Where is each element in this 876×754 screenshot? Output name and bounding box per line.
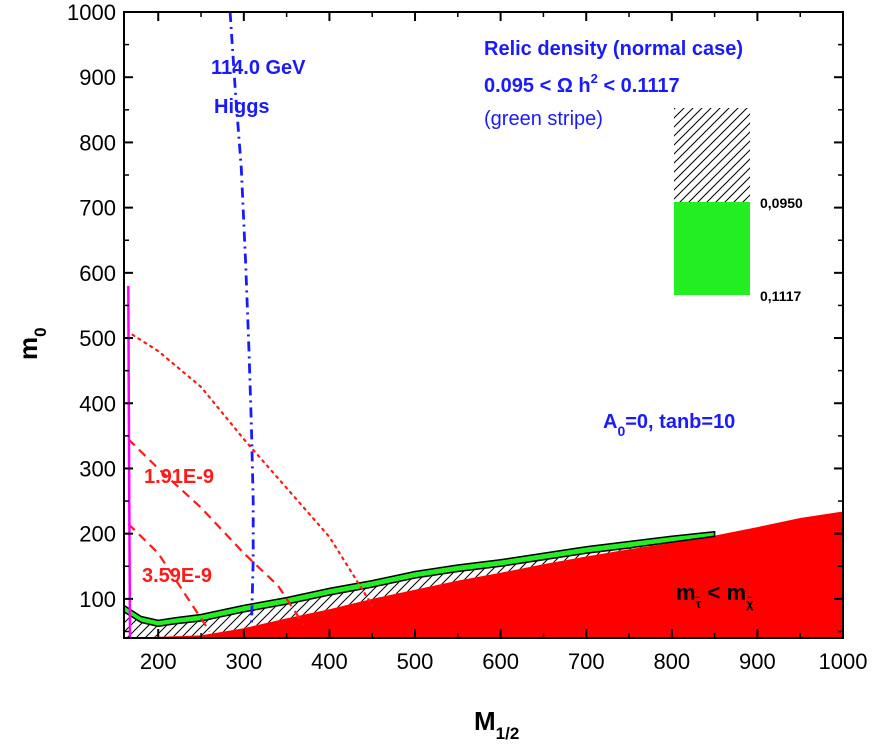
y-tick-label: 500 — [79, 326, 116, 351]
x-tick-label: 600 — [482, 649, 519, 674]
relic-density-band — [124, 530, 716, 628]
y-tick-label: 1000 — [67, 0, 116, 25]
x-tick-label: 1000 — [819, 649, 868, 674]
y-tick-label: 900 — [79, 65, 116, 90]
y-axis-title-sub: 0 — [31, 327, 50, 336]
x-axis-title: M1/2 — [474, 706, 519, 743]
y-tick-label: 200 — [79, 522, 116, 547]
contour-label-2: 3.59E-9 — [142, 565, 212, 587]
stau-lt: < m — [701, 580, 746, 605]
contour-label-1: 1.91E-9 — [144, 466, 214, 488]
y-axis-title-main: m — [13, 337, 43, 360]
plot-frame — [123, 11, 844, 639]
contour-dashed-1-91e-9 — [127, 438, 305, 626]
x-tick-label: 300 — [225, 649, 262, 674]
x-tick-label: 800 — [653, 649, 690, 674]
x-axis-title-sub: 1/2 — [496, 724, 520, 743]
relic-note: (green stripe) — [484, 108, 603, 130]
higgs-label-line1: 114.0 GeV — [211, 57, 306, 79]
y-tick-label: 400 — [79, 391, 116, 416]
relic-range-suffix: < 0.1117 — [598, 75, 680, 97]
legend-green-box — [674, 202, 750, 295]
plot-area — [124, 12, 843, 638]
axes: 200 300 400 500 600 700 800 900 1000 100 200 300 400… — [67, 0, 867, 674]
y-tick-label: 800 — [79, 130, 116, 155]
y-axis-title: m0 — [13, 327, 50, 360]
stau-m: m — [676, 580, 696, 605]
x-tick-label: 200 — [140, 649, 177, 674]
legend-upper-value: 0,0950 — [760, 195, 803, 211]
params-sub: 0 — [617, 423, 625, 439]
x-tick-label: 500 — [397, 649, 434, 674]
stau-lsp-region — [124, 511, 843, 638]
legend-hatch-box — [674, 108, 750, 202]
stau-tau-sub: τ̃ — [695, 596, 701, 611]
contour-dotted — [131, 333, 374, 607]
legend-lower-value: 0,1117 — [760, 288, 801, 304]
x-tick-label: 400 — [311, 649, 348, 674]
y-tick-label: 700 — [79, 196, 116, 221]
higgs-mass-contour — [228, 12, 255, 626]
higgs-label-line2: Higgs — [214, 96, 270, 118]
underdense-hatched-region — [124, 535, 715, 638]
x-tick-label: 700 — [568, 649, 605, 674]
y-tick-label: 300 — [79, 456, 116, 481]
params-label: A0=0, tanb=10 — [603, 411, 735, 439]
params-suffix: =0, tanb=10 — [625, 411, 735, 433]
contour-dashed-3-59e-9 — [127, 523, 211, 633]
relic-range-sup: 2 — [591, 71, 598, 86]
relic-title: Relic density (normal case) — [484, 38, 743, 60]
x-tick-label: 900 — [739, 649, 776, 674]
y-tick-label: 100 — [79, 587, 116, 612]
x-axis-title-main: M — [474, 706, 496, 736]
relic-range: 0.095 < Ω h2 < 0.1117 — [484, 71, 680, 97]
relic-range-prefix: 0.095 < Ω h — [484, 75, 591, 97]
y-tick-label: 600 — [79, 261, 116, 286]
stau-lsp-label: mτ̃ < mχ̃ — [676, 580, 754, 611]
params-prefix: A — [603, 411, 617, 433]
stau-chi-sub: χ̃ — [746, 596, 754, 611]
